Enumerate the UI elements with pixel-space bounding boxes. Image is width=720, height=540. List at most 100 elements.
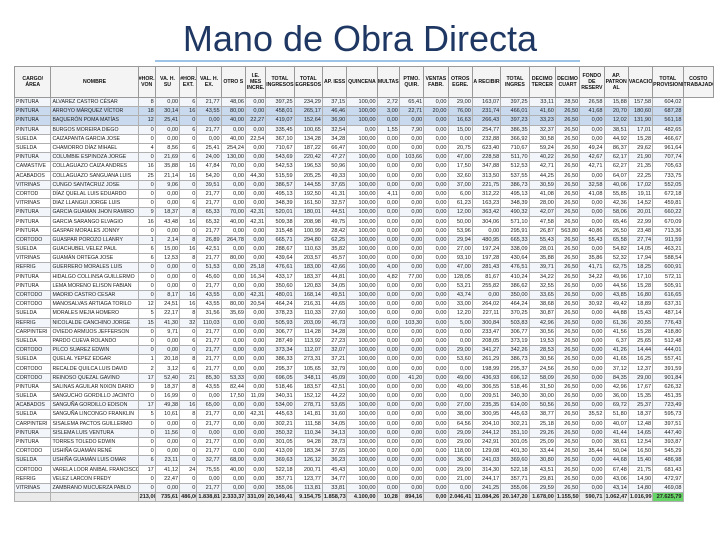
value-cell: 41,08 — [528, 188, 556, 200]
value-cell: 26,58 — [579, 96, 605, 108]
value-cell: 472,97 — [652, 473, 684, 484]
value-cell: 59,24 — [528, 142, 556, 154]
value-cell: 0,00 — [398, 418, 425, 429]
value-cell: 100,00 — [346, 133, 378, 144]
value-cell: 0,00 — [398, 400, 425, 411]
area-cell: SUELDA — [13, 243, 52, 255]
name-cell: MANOSALVAS ARTIAGA TORILO — [50, 299, 139, 310]
table-row: PINTURA COLUMBIE ESPINOZA JORGE 0 21,69 6 24,… — [13, 152, 714, 163]
value-cell: 0,00 — [244, 436, 267, 448]
value-cell: 20,70 — [603, 106, 629, 117]
value-cell: 0,00 — [376, 455, 400, 466]
value-cell: 49,96 — [603, 271, 629, 282]
value-cell: 12,53 — [154, 253, 181, 264]
value-cell: 370,25 — [500, 308, 530, 319]
value-cell: 0,00 — [423, 482, 449, 494]
value-cell: 26,50 — [554, 198, 581, 209]
value-cell: 696,05 — [265, 372, 295, 383]
value-cell: 16 — [137, 161, 156, 172]
value-cell: 0 — [137, 198, 156, 209]
value-cell: 27,00 — [447, 400, 473, 411]
total-cell: 894,16 — [398, 492, 425, 503]
value-cell: 50,96 — [321, 161, 348, 172]
value-cell: 32,58 — [579, 179, 605, 190]
name-cell: SANGUCHO GORDILLO JACINTO — [50, 390, 139, 402]
value-cell: 20,54 — [244, 299, 267, 310]
value-cell: 445,63 — [265, 409, 295, 420]
value-cell: 15,00 — [154, 243, 181, 255]
value-cell: 26,50 — [554, 106, 581, 117]
value-cell: 41,20 — [398, 372, 425, 383]
value-cell: 30,58 — [528, 133, 556, 144]
table-row: CARPINTERI SISALEMA PACTOS GUILLERMO 0 0,00… — [13, 418, 714, 429]
name-cell: SANGUÑA LINCONGO FRANKLIN — [50, 409, 139, 420]
value-cell: 42,36 — [603, 198, 629, 209]
value-cell: 0,00 — [423, 427, 449, 438]
value-cell: 65,41 — [398, 96, 425, 108]
value-cell: 233,47 — [471, 326, 502, 337]
value-cell: 0,00 — [423, 390, 449, 402]
value-cell: 100,00 — [346, 372, 378, 383]
value-cell: 29,59 — [528, 482, 556, 494]
value-cell: 264,02 — [471, 299, 502, 310]
value-cell: 21,75 — [627, 464, 654, 475]
value-cell: 26,50 — [554, 271, 581, 282]
value-cell: 30,14 — [154, 106, 181, 117]
value-cell: 55,43 — [579, 234, 605, 246]
value-cell: 534,00 — [265, 400, 295, 411]
value-cell: 37,15 — [321, 96, 348, 108]
value-cell: 563,80 — [554, 225, 581, 236]
value-cell: 254,77 — [471, 124, 502, 135]
value-cell: 0 — [137, 473, 156, 484]
value-cell: 51,80 — [603, 409, 629, 420]
area-cell: CAMASTIVE — [13, 161, 52, 172]
value-cell: 30,80 — [528, 455, 556, 466]
value-cell: 8 — [179, 308, 198, 319]
value-cell: 100,00 — [346, 381, 378, 393]
name-cell: GUACHUBEL VELEZ PAUL — [50, 243, 139, 255]
value-cell: 100,00 — [346, 289, 378, 301]
value-cell: 6,37 — [603, 335, 629, 347]
value-cell: 571,10 — [500, 216, 530, 227]
value-cell: 44,92 — [603, 133, 629, 144]
total-cell: 331,09 — [244, 492, 267, 503]
value-cell: 0,00 — [579, 363, 605, 374]
value-cell: 445,63 — [500, 409, 530, 420]
value-cell: 25 — [137, 170, 156, 181]
value-cell: 0,00 — [423, 234, 449, 246]
value-cell: 34,05 — [321, 280, 348, 291]
value-cell: 1 — [137, 234, 156, 246]
value-cell: 26,50 — [554, 381, 581, 393]
value-cell: 413,09 — [265, 446, 295, 457]
value-cell: 1,55 — [376, 124, 400, 135]
value-cell: 254,24 — [220, 142, 246, 154]
table-row: PINTURA GARCIA GUAMAN JHON RAMIRO 9 18,37 8 6… — [13, 207, 714, 218]
value-cell: 0,00 — [376, 243, 400, 255]
value-cell: 347,88 — [471, 161, 502, 172]
value-cell: 0,00 — [376, 345, 400, 356]
value-cell: 0,00 — [376, 335, 400, 347]
value-cell: 0 — [179, 262, 198, 273]
value-cell: 0 — [179, 446, 198, 457]
value-cell: 26,50 — [554, 436, 581, 448]
value-cell: 464,24 — [500, 299, 530, 310]
value-cell: 21,77 — [196, 198, 222, 209]
value-cell: 15,40 — [627, 455, 654, 466]
value-cell: 26,50 — [554, 207, 581, 218]
value-cell: 23,11 — [154, 455, 181, 466]
value-cell: 16,63 — [447, 115, 473, 126]
value-cell: 696,12 — [500, 372, 530, 383]
value-cell: 41,44 — [603, 427, 629, 438]
value-cell: 25,41 — [196, 142, 222, 154]
value-cell: 278,71 — [293, 400, 323, 411]
value-cell: 0,00 — [376, 427, 400, 438]
value-cell: 8,56 — [154, 142, 181, 154]
table-row: PINTURA ARROYO MÁRQUEZ VÍCTOR 18 30,14 16 43,… — [13, 106, 714, 117]
value-cell: 6 — [179, 96, 198, 108]
value-cell: 22,17 — [154, 308, 181, 319]
value-cell: 306,55 — [471, 381, 502, 393]
value-cell: 29,26 — [528, 427, 556, 438]
value-cell: 152,64 — [293, 115, 323, 126]
value-cell: 0,00 — [423, 418, 449, 429]
value-cell: 0,00 — [376, 253, 400, 264]
